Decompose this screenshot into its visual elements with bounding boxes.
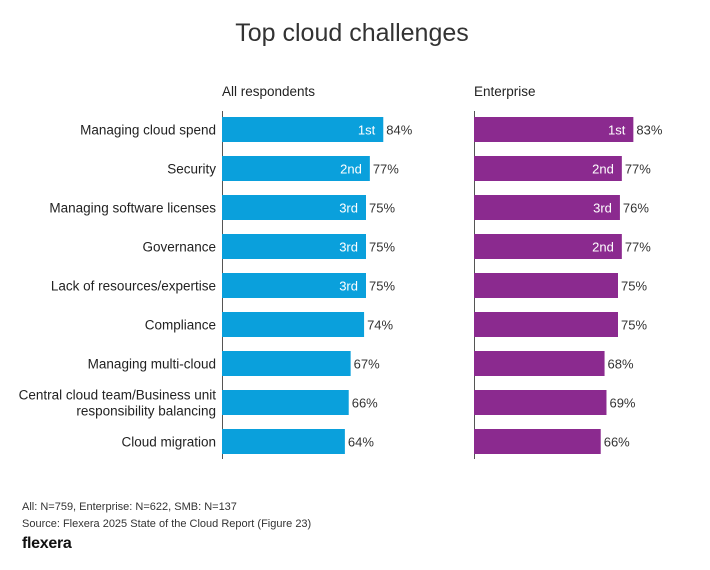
rank-label: 1st (358, 123, 376, 138)
category-label: Compliance (145, 318, 216, 333)
value-label: 67% (354, 357, 380, 372)
category-label: Security (167, 162, 216, 177)
bar (222, 117, 384, 142)
rank-label: 3rd (339, 240, 358, 255)
value-label: 75% (621, 279, 647, 294)
bar (474, 273, 618, 298)
bar (222, 390, 349, 415)
bar (474, 390, 607, 415)
rank-label: 1st (608, 123, 626, 138)
category-label: Lack of resources/expertise (51, 279, 216, 294)
value-label: 83% (636, 123, 662, 138)
value-label: 68% (608, 357, 634, 372)
source-note: Source: Flexera 2025 State of the Cloud … (22, 518, 312, 530)
category-label: Cloud migration (121, 435, 216, 450)
rank-label: 3rd (593, 201, 612, 216)
value-label: 69% (609, 396, 635, 411)
rank-label: 2nd (592, 162, 614, 177)
bar (474, 117, 634, 142)
category-label: Central cloud team/Business unit responsi… (19, 388, 217, 419)
value-label: 75% (369, 201, 395, 216)
chart: Top cloud challenges All respondents Ente… (19, 19, 663, 459)
rank-label: 3rd (339, 279, 358, 294)
bar (474, 429, 601, 454)
bar (222, 429, 345, 454)
value-label: 77% (625, 240, 651, 255)
value-label: 74% (367, 318, 393, 333)
rank-label: 3rd (339, 201, 358, 216)
value-label: 66% (604, 435, 630, 450)
bar (474, 156, 622, 181)
value-label: 64% (348, 435, 374, 450)
bar (474, 234, 622, 259)
sample-size-note: All: N=759, Enterprise: N=622, SMB: N=13… (22, 501, 237, 513)
value-label: 76% (623, 201, 649, 216)
value-label: 75% (369, 240, 395, 255)
value-label: 75% (369, 279, 395, 294)
category-label: Managing cloud spend (80, 123, 216, 138)
category-label: Managing software licenses (49, 201, 216, 216)
rank-label: 2nd (592, 240, 614, 255)
value-label: 75% (621, 318, 647, 333)
bar (222, 156, 370, 181)
bar (474, 195, 620, 220)
bar (222, 234, 366, 259)
flexera-logo: flexera (22, 535, 72, 552)
value-label: 77% (625, 162, 651, 177)
bar (222, 351, 351, 376)
value-label: 77% (373, 162, 399, 177)
bar (222, 195, 366, 220)
series-label: All respondents (222, 84, 315, 99)
rank-label: 2nd (340, 162, 362, 177)
chart-title: Top cloud challenges (235, 19, 469, 47)
bar (222, 273, 366, 298)
category-label: Managing multi-cloud (88, 357, 216, 372)
value-label: 66% (352, 396, 378, 411)
bar (474, 351, 605, 376)
bar (474, 312, 618, 337)
category-label: Governance (142, 240, 216, 255)
bar (222, 312, 365, 337)
value-label: 84% (386, 123, 412, 138)
series-label: Enterprise (474, 84, 536, 99)
